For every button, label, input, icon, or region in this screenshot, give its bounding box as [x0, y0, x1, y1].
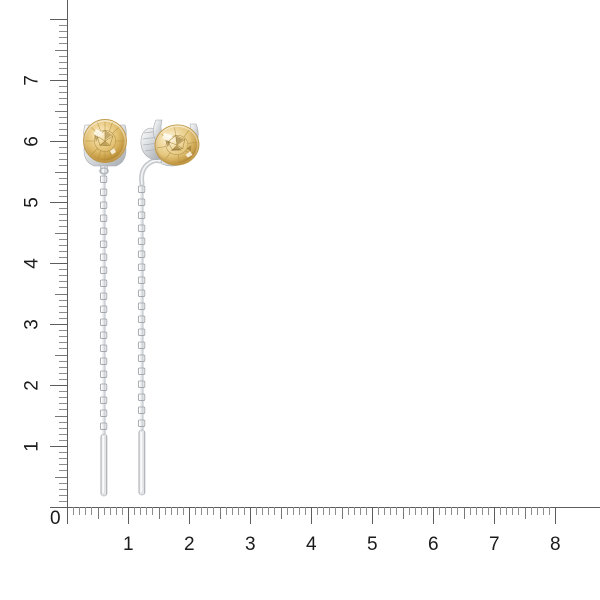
earring-left	[83, 119, 127, 497]
earring-left-gemstone	[83, 119, 127, 163]
earring-right-gemstone	[154, 124, 200, 166]
earring-right	[137, 119, 200, 496]
earring-right-chain	[137, 182, 146, 430]
earring-right-bar-end	[138, 429, 146, 496]
earring-left-chain	[99, 170, 108, 434]
earring-left-bar-end	[100, 433, 108, 497]
earring-right-bail	[139, 157, 163, 187]
